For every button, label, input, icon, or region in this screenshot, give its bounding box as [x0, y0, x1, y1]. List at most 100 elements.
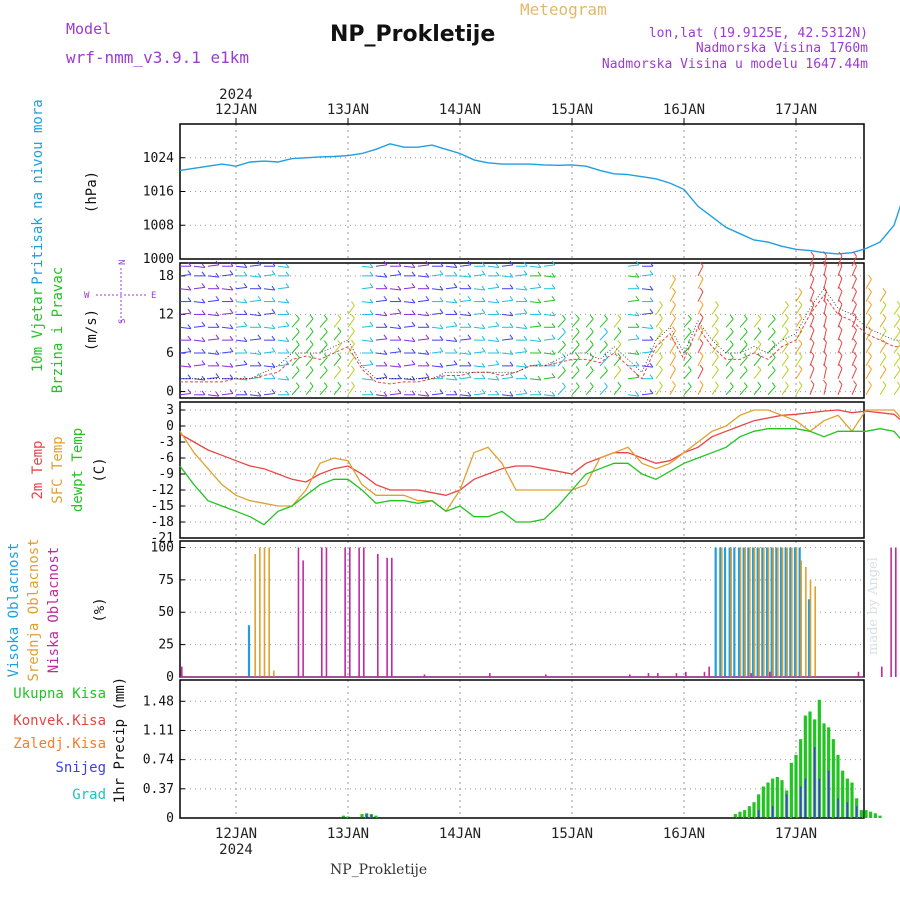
wind-barb: [487, 265, 499, 269]
precip-legend-3: Snijeg: [55, 760, 106, 776]
wind-barb: [277, 364, 289, 367]
wind-barb-flag: [810, 380, 815, 385]
wind-barb-flag: [699, 261, 704, 267]
wind-barb: [725, 344, 734, 354]
footer-station: NP_Prokletije: [330, 862, 428, 878]
wind-barb-flag: [715, 314, 719, 319]
wind-barb: [305, 331, 314, 341]
wind-barb-flag: [771, 340, 776, 346]
wind-barb-flag: [509, 361, 514, 367]
wind-barb: [417, 299, 429, 303]
wind-barb: [795, 385, 803, 396]
wind-barb-flag: [201, 348, 206, 354]
wind-barb: [837, 329, 843, 341]
wind-barb-flag: [271, 347, 276, 352]
wind-barb-flag: [810, 351, 815, 356]
wind-barb-flag: [853, 325, 857, 331]
wind-barb-flag: [853, 287, 857, 292]
wind-barb: [417, 313, 429, 317]
wind-barb-flag: [309, 314, 314, 320]
wind-barb: [333, 344, 342, 354]
wind-barb: [473, 274, 485, 277]
wind-barb: [235, 286, 247, 290]
wind-barb: [277, 301, 289, 304]
bottom-xtick-label: 14JAN: [439, 826, 481, 842]
wind-barb: [711, 305, 719, 315]
wind-dir-e: E: [151, 291, 156, 301]
wind-barb-flag: [551, 260, 556, 266]
wind-barb-flag: [243, 360, 248, 365]
wind-barb-flag: [243, 321, 248, 327]
wind-barb: [487, 378, 499, 381]
wind-barb-flag: [659, 365, 663, 371]
wind-barb: [529, 286, 541, 290]
wind-barb: [851, 317, 857, 328]
temp-line-0: [179, 409, 900, 496]
pressure-unit: (hPa): [84, 171, 100, 213]
wind-barb: [641, 288, 653, 291]
wind-barb-flag: [743, 340, 748, 346]
top-xtick-label: 16JAN: [663, 102, 705, 118]
wind-barb: [445, 286, 457, 290]
wind-barb-flag: [285, 298, 290, 304]
wind-barb-flag: [649, 347, 654, 352]
wind-barb-flag: [215, 311, 220, 317]
wind-barb-flag: [853, 300, 857, 305]
wind-barb: [865, 368, 872, 379]
wind-barb-flag: [649, 335, 654, 341]
wind-barb-flag: [481, 324, 486, 329]
wind-barb-flag: [243, 263, 248, 268]
wind-barb-flag: [575, 382, 580, 387]
wind-barb-flag: [201, 360, 206, 365]
temperature-ytick-label: 3: [166, 403, 174, 418]
wind-barb: [263, 326, 275, 330]
wind-barb: [501, 299, 513, 303]
wind-barb: [823, 316, 827, 328]
wind-barb: [501, 313, 513, 317]
wind-barb: [879, 385, 887, 396]
wind-barb-flag: [309, 340, 314, 345]
wind-barb-flag: [649, 374, 654, 380]
wind-barb: [347, 330, 355, 341]
top-xtick-label: 12JAN: [215, 102, 257, 118]
pressure-ytick-label: 1000: [143, 252, 174, 267]
wind-barb: [375, 275, 387, 278]
wind-barb: [305, 386, 314, 396]
wind-barb-flag: [575, 366, 580, 371]
wind-barb-flag: [201, 390, 206, 396]
wind-barb-flag: [439, 335, 444, 341]
wind-barb-flag: [467, 334, 472, 340]
wind-barb-flag: [853, 251, 857, 257]
wind-barb: [697, 368, 704, 379]
wind-barb: [697, 304, 704, 315]
temperature-ytick-label: -9: [158, 467, 174, 482]
clouds-ytick-label: 25: [158, 638, 174, 653]
wind-barb-flag: [589, 340, 594, 346]
wind-barb-flag: [509, 284, 514, 290]
wind-barb: [683, 357, 692, 367]
wind-barb-flag: [323, 340, 328, 346]
wind-barb: [669, 291, 676, 302]
wind-barb: [263, 392, 275, 396]
wind-barb: [767, 344, 776, 354]
wind-barb-flag: [369, 337, 374, 342]
wind-barb-flag: [509, 272, 514, 278]
wind-barb: [865, 278, 872, 289]
wind-barb: [627, 299, 639, 303]
wind-ylabel: 10m Vjetar: [30, 288, 46, 372]
wind-barb-flag: [481, 285, 486, 291]
wind-barb-flag: [757, 340, 762, 345]
wind-barb-flag: [523, 308, 528, 314]
temperature-frame: [179, 401, 865, 539]
wind-barb-flag: [243, 271, 248, 277]
wind-barb-flag: [715, 339, 719, 345]
wind-barb: [347, 369, 355, 380]
wind-barb: [445, 378, 457, 381]
wind-barb: [697, 330, 704, 341]
wind-barb-flag: [617, 327, 622, 332]
wind-barb-flag: [215, 284, 220, 290]
wind-barb-flag: [337, 340, 342, 345]
wind-barb: [879, 317, 887, 328]
wind-barb-flag: [229, 297, 234, 302]
wind-barb: [837, 255, 843, 267]
